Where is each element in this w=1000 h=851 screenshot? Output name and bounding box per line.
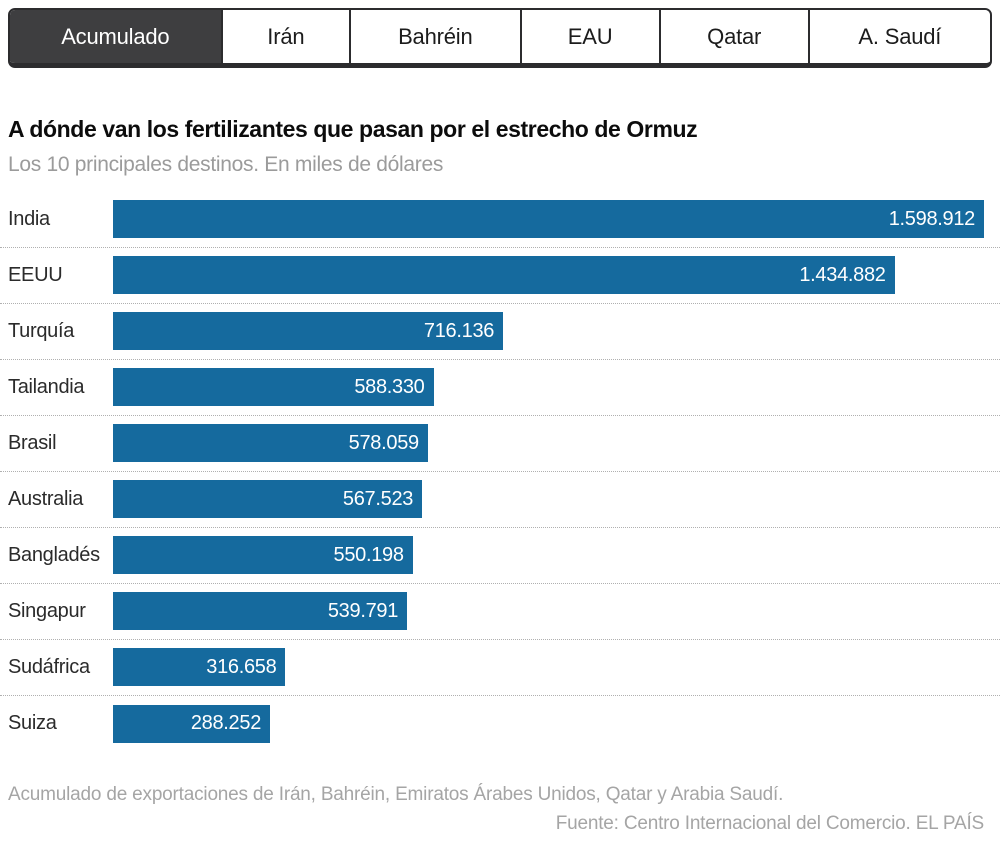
category-label: Tailandia [8, 375, 85, 398]
chart-header: A dónde van los fertilizantes que pasan … [8, 116, 992, 177]
bar-row: Australia 567.523 [0, 472, 1000, 528]
bar-track: 1.434.882 [113, 256, 984, 295]
footer-note: Acumulado de exportaciones de Irán, Bahr… [8, 783, 784, 805]
tab-a-saudi[interactable]: A. Saudí [809, 10, 990, 63]
tab-iran[interactable]: Irán [222, 10, 352, 63]
tab-bahrein[interactable]: Bahréin [351, 10, 522, 63]
chart-title: A dónde van los fertilizantes que pasan … [8, 116, 698, 142]
value-label: 588.330 [354, 375, 425, 398]
bar-row: Suiza 288.252 [0, 696, 1000, 752]
value-label: 539.791 [327, 599, 399, 622]
category-label: Bangladés [8, 543, 100, 566]
bar: 588.330 [113, 368, 434, 407]
value-label: 716.136 [423, 319, 495, 342]
bar-row: Singapur 539.791 [0, 584, 1000, 640]
bar-track: 567.523 [113, 480, 984, 519]
chart-footer: Acumulado de exportaciones de Irán, Bahr… [8, 782, 992, 836]
value-label: 567.523 [342, 487, 414, 510]
bar-track: 578.059 [113, 424, 984, 463]
category-label: Turquía [8, 319, 75, 342]
category-label: India [8, 207, 50, 230]
bar: 288.252 [113, 704, 271, 743]
bar: 539.791 [113, 592, 408, 631]
category-label: Singapur [8, 599, 86, 622]
tab-eau[interactable]: EAU [521, 10, 661, 63]
bar: 1.598.912 [113, 200, 984, 239]
bar: 578.059 [113, 424, 428, 463]
bar: 1.434.882 [113, 256, 895, 295]
bar-track: 550.198 [113, 536, 984, 575]
bar-track: 1.598.912 [113, 200, 984, 239]
bar-row: Bangladés 550.198 [0, 528, 1000, 584]
bar-chart: India 1.598.912 EEUU 1.434.882 Turquía 7… [0, 192, 1000, 752]
value-label: 1.598.912 [888, 207, 976, 230]
bar-row: Sudáfrica 316.658 [0, 640, 1000, 696]
bar-row: EEUU 1.434.882 [0, 248, 1000, 304]
bar: 716.136 [113, 312, 504, 351]
bar: 316.658 [113, 648, 286, 687]
value-label: 316.658 [206, 655, 277, 678]
value-label: 1.434.882 [799, 263, 886, 286]
tab-acumulado[interactable]: Acumulado [10, 10, 223, 63]
bar-track: 539.791 [113, 592, 984, 631]
bar-row: India 1.598.912 [0, 192, 1000, 248]
bar-track: 316.658 [113, 648, 984, 687]
category-label: Brasil [8, 431, 57, 454]
bar: 550.198 [113, 536, 413, 575]
bar: 567.523 [113, 480, 423, 519]
category-label: EEUU [8, 263, 63, 286]
category-label: Suiza [8, 712, 57, 735]
value-label: 288.252 [190, 712, 262, 735]
tab-qatar[interactable]: Qatar [660, 10, 810, 63]
category-label: Sudáfrica [8, 655, 90, 678]
bar-row: Tailandia 588.330 [0, 360, 1000, 416]
value-label: 550.198 [333, 543, 405, 566]
tab-bar: Acumulado Irán Bahréin EAU Qatar A. Saud… [8, 8, 992, 68]
category-label: Australia [8, 487, 84, 510]
bar-track: 716.136 [113, 312, 984, 351]
chart-subtitle: Los 10 principales destinos. En miles de… [8, 152, 444, 176]
bar-row: Turquía 716.136 [0, 304, 1000, 360]
bar-row: Brasil 578.059 [0, 416, 1000, 472]
source-credit: Fuente: Centro Internacional del Comerci… [555, 813, 984, 835]
bar-track: 288.252 [113, 704, 984, 743]
value-label: 578.059 [348, 431, 420, 454]
bar-track: 588.330 [113, 368, 984, 407]
